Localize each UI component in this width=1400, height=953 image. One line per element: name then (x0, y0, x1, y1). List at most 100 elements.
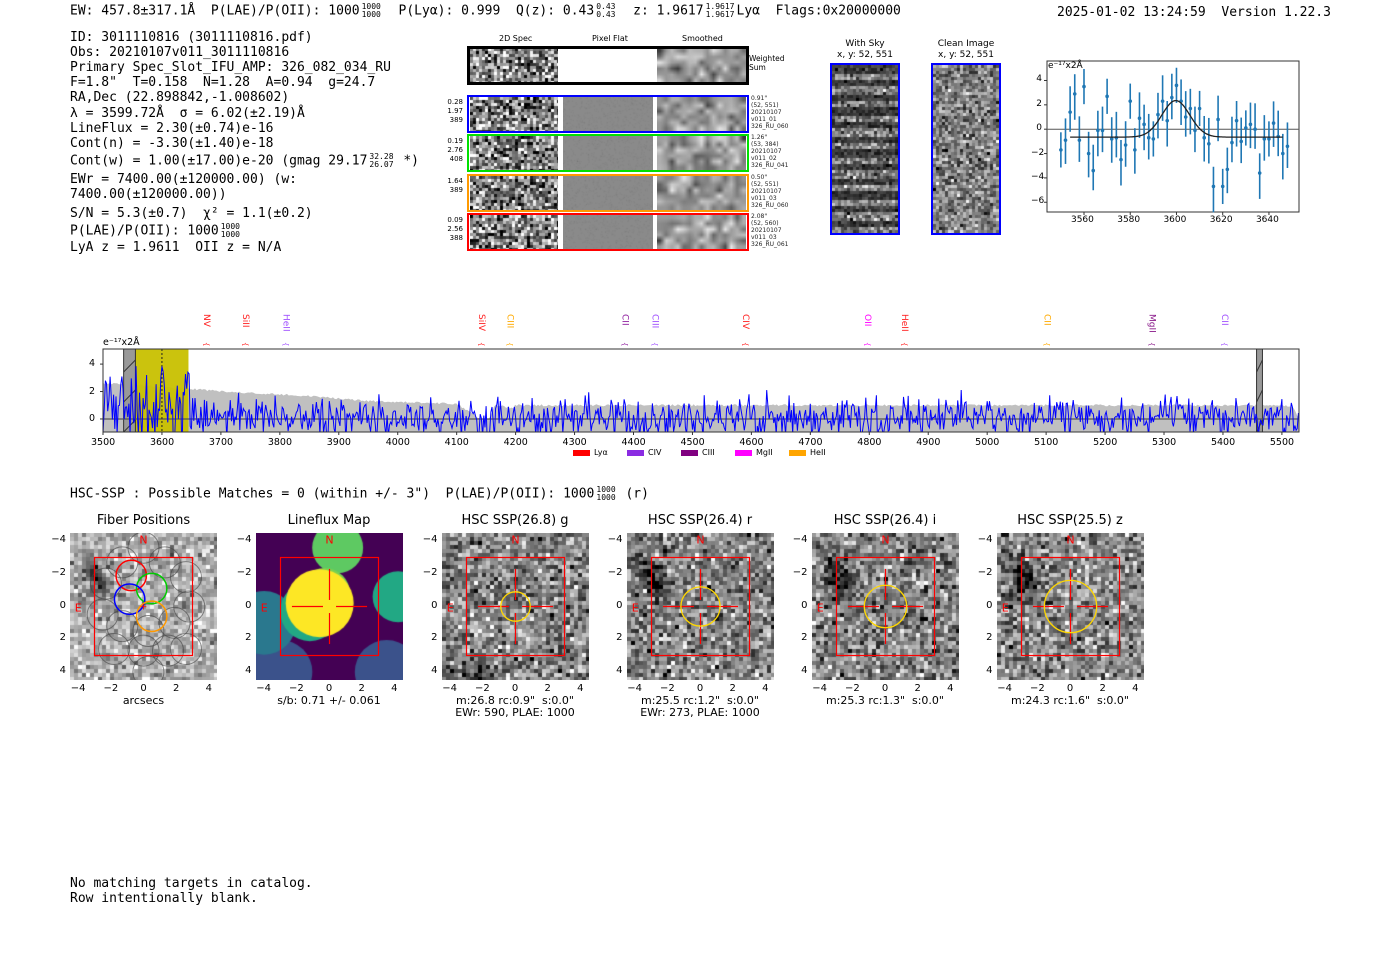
emission-line-label-oii: OII (861, 314, 872, 327)
cutout-hsc-ssp-26-4-i-overlay: NE (816, 534, 935, 657)
spectrum-xtick-label: 3500 (91, 437, 116, 448)
cutout-ytick-label: 4 (986, 664, 993, 676)
emission-line-marker: { (620, 342, 629, 347)
cutout-xtick-label: −2 (659, 683, 675, 694)
fit-data-point (1105, 94, 1109, 99)
hsc-plae-range: 1000 1000 (596, 486, 615, 502)
fiber-row-3-info: 2.08" (52, 560) 20210107 v011_03 326_RU_… (751, 212, 789, 248)
spectrum-xtick-label: 4800 (857, 437, 882, 448)
cutout-ytick-label: 0 (245, 599, 252, 611)
spectrum-xtick-label: 4000 (385, 437, 410, 448)
spectrum-xtick-label: 5100 (1034, 437, 1059, 448)
cutout-hsc-ssp-25-5-z-overlay: NE (1001, 534, 1120, 657)
fiber-circle (132, 614, 165, 648)
spectrum-xtick-label: 3800 (267, 437, 293, 448)
z-range: 1.9617 1.9617 (706, 3, 735, 19)
qz-value: Q(z): 0.43 (515, 3, 595, 19)
cutout-xtick-label: −4 (812, 683, 828, 694)
spectrum-xtick-label: 4100 (444, 437, 469, 448)
legend-label: Lyα (594, 448, 608, 457)
spectrum-xtick-label: 4400 (621, 437, 646, 448)
fiber-circle (173, 590, 206, 623)
legend-swatch (735, 449, 752, 456)
fit-xtick-label: 3580 (1117, 215, 1141, 225)
cutout-lineflux-map-title: Lineflux Map (287, 513, 371, 528)
masked-region (123, 349, 136, 432)
fit-data-point (1096, 128, 1100, 133)
cutout-xtick-label: −2 (103, 683, 119, 694)
fit-data-point (1109, 137, 1114, 141)
fiber-circle (169, 632, 202, 665)
east-label: E (631, 601, 638, 614)
cutout-hsc-ssp-25-5-z-title: HSC SSP(25.5) z (1017, 513, 1123, 528)
aperture-circle (863, 584, 907, 629)
emission-line-marker: { (202, 342, 211, 347)
cutout-lineflux-map-overlay: NE (260, 534, 379, 657)
cont-w-text: Cont(w) = 1.00(±17.00)e-20 (gmag 29.17 (70, 153, 368, 169)
info-ewr: EWr = 7400.00(±120000.00) (w: 7400.00(±1… (70, 172, 305, 202)
legend-label: CIII (702, 448, 715, 457)
aperture-circle (499, 591, 531, 622)
cutout-ytick-label: 2 (245, 632, 252, 644)
fit-ylabel: e⁻¹⁷x2Å (1048, 61, 1083, 71)
clean-image-title: Clean Image (937, 39, 995, 49)
cutout-xtick-label: −4 (627, 683, 643, 694)
fiber-row-1-info: 1.26" (53, 384) 20210107 v011_02 326_RU_… (751, 134, 789, 170)
cutout-xtick-label: 2 (358, 683, 365, 694)
spectrum-xtick-label: 5000 (975, 437, 1000, 448)
fit-data-point (1151, 137, 1156, 141)
fiber-circle (151, 634, 185, 667)
north-label: N (696, 534, 704, 547)
ew-value: EW: 457.8±317.1Å (70, 3, 196, 19)
fit-data-point (1271, 121, 1276, 125)
fit-ytick-label: 4 (1036, 74, 1042, 85)
cutout-xtick-label: 0 (325, 683, 333, 694)
cutout-xtick-label: −2 (1029, 683, 1045, 694)
spectrum-xtick-label: 3700 (208, 437, 234, 448)
north-label: N (139, 534, 147, 547)
cutout-hsc-ssp-25-5-z-caption: m:24.3 rc:1.6" s:0.0" (1011, 694, 1129, 707)
cutout-hsc-ssp-26-4-i-title: HSC SSP(26.4) i (833, 513, 937, 528)
fit-xtick-label: 3620 (1209, 215, 1233, 225)
cutout-xtick-label: −4 (70, 683, 86, 694)
cutout-xtick-label: 4 (391, 683, 398, 694)
fit-data-point (1230, 140, 1234, 145)
fit-data-point (1086, 151, 1091, 156)
emission-line-marker: { (740, 342, 749, 347)
fit-data-point (1174, 83, 1179, 88)
fiber-row-1-frame (467, 134, 749, 173)
emission-line-marker: { (281, 342, 290, 347)
search-box (1020, 556, 1120, 657)
north-label: N (1066, 534, 1074, 547)
cutout-xtick-label: 0 (140, 683, 147, 694)
fit-ytick-label: −6 (1031, 196, 1045, 207)
fit-xtick-label: 3640 (1255, 215, 1279, 225)
fiber-circle (98, 632, 131, 665)
fiber-row-3-smoothed-image (657, 214, 746, 249)
cutout-ytick-label: −2 (792, 566, 808, 578)
fit-data-point (1253, 127, 1257, 131)
fiber-row-0-pixelflat-image (563, 97, 653, 131)
search-box (279, 556, 379, 657)
fit-data-point (1068, 110, 1072, 114)
fit-gaussian-curve (1070, 99, 1283, 138)
cutout-ytick-label: 4 (616, 664, 623, 676)
fiber-row-0-smoothed-image (657, 97, 746, 131)
cutout-ytick-label: −4 (792, 534, 808, 546)
cutout-ytick-label: −2 (977, 566, 993, 578)
cutout-xtick-label: 4 (577, 683, 584, 694)
cutout-ytick-label: −2 (422, 566, 438, 578)
fit-data-point (1142, 122, 1146, 127)
hsc-plae-lo: 1000 (596, 493, 616, 502)
hsc-summary: HSC-SSP : Possible Matches = 0 (within +… (70, 486, 649, 502)
legend-item-4: HeII (789, 448, 826, 457)
plae-text: P(LAE)/P(OII): 1000 (70, 223, 219, 239)
fit-data-point (1216, 117, 1220, 122)
emission-line-label-cii: CII (1219, 314, 1230, 326)
cutout-xtick-label: 2 (914, 683, 921, 694)
fit-data-point (1234, 118, 1239, 123)
selected-fiber-circle (135, 572, 168, 605)
fit-data-point (1082, 84, 1086, 89)
fit-data-point (1239, 139, 1244, 144)
emission-line-marker: { (1042, 342, 1051, 347)
